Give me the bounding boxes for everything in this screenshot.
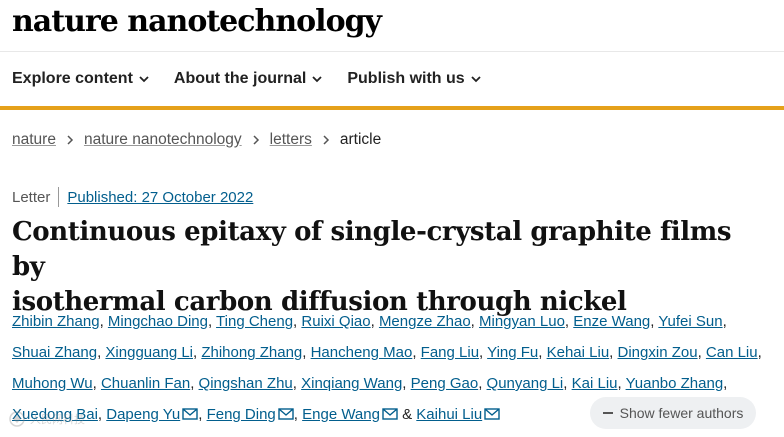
chevron-right-icon — [323, 135, 329, 145]
author-separator: , — [292, 375, 302, 392]
nav-label: Publish with us — [347, 70, 465, 87]
author-separator: , — [99, 313, 108, 330]
nav-publish-with-us[interactable]: Publish with us — [347, 70, 481, 88]
author-separator: , — [207, 313, 217, 330]
author-link[interactable]: Qingshan Zhu — [198, 375, 293, 392]
watermark-text: 人民网科技 — [30, 414, 85, 426]
author-separator: , — [97, 406, 107, 423]
author-link[interactable]: Qunyang Li — [486, 375, 564, 392]
title-line: Continuous epitaxy of single-crystal gra… — [12, 217, 732, 282]
author-separator: , — [757, 344, 762, 361]
minus-icon — [602, 412, 613, 414]
author-separator: , — [478, 375, 487, 392]
author-link[interactable]: Chuanlin Fan — [100, 375, 191, 392]
author-separator: , — [470, 313, 480, 330]
breadcrumb: nature nature nanotechnology letters art… — [12, 131, 381, 149]
article-title: Continuous epitaxy of single-crystal gra… — [12, 215, 772, 320]
author-separator: , — [370, 313, 379, 330]
author-separator: , — [302, 344, 311, 361]
masthead: nature nanotechnology — [12, 2, 382, 42]
author-list: Zhibin Zhang, Mingchao Ding, Ting Cheng,… — [12, 306, 782, 430]
author-separator: , — [92, 375, 101, 392]
journal-logo[interactable]: nature nanotechnology — [12, 4, 382, 39]
chevron-down-icon — [471, 76, 481, 83]
author-separator: , — [564, 313, 574, 330]
author-link[interactable]: Mengze Zhao — [378, 313, 471, 330]
author-separator: & — [397, 406, 417, 423]
watermark-logo-icon — [9, 411, 25, 427]
author-separator: , — [479, 344, 488, 361]
author-separator: , — [293, 406, 303, 423]
author-separator: , — [723, 375, 728, 392]
author-separator: , — [97, 344, 106, 361]
author-link[interactable]: Kaihui Liu — [416, 406, 483, 423]
nav-explore-content[interactable]: Explore content — [12, 70, 149, 88]
author-link[interactable]: Hancheng Mao — [310, 344, 413, 361]
breadcrumb-nature[interactable]: nature — [12, 131, 56, 148]
author-link[interactable]: Xinqiang Wang — [301, 375, 403, 392]
author-link[interactable]: Ruixi Qiao — [301, 313, 371, 330]
author-separator: , — [412, 344, 421, 361]
mail-icon[interactable] — [278, 408, 294, 420]
meta-divider — [58, 187, 60, 207]
author-link[interactable]: Yuanbo Zhang — [625, 375, 724, 392]
mail-icon[interactable] — [382, 408, 398, 420]
header-divider — [0, 51, 784, 52]
author-separator: , — [293, 313, 302, 330]
author-link[interactable]: Kai Liu — [571, 375, 618, 392]
author-link[interactable]: Muhong Wu — [12, 375, 93, 392]
chevron-right-icon — [67, 135, 74, 145]
chevron-down-icon — [139, 76, 149, 83]
author-link[interactable]: Enge Wang — [302, 406, 380, 423]
accent-bar — [0, 106, 784, 110]
author-link[interactable]: Peng Gao — [410, 375, 479, 392]
mail-icon[interactable] — [484, 408, 500, 420]
nav-label: Explore content — [12, 70, 133, 87]
chevron-right-icon — [253, 135, 259, 145]
title-line: isothermal carbon diffusion through nick… — [12, 287, 627, 317]
author-link[interactable]: Ting Cheng — [216, 313, 294, 330]
chevron-down-icon — [312, 76, 322, 83]
author-link[interactable]: Dingxin Zou — [617, 344, 698, 361]
nav-label: About the journal — [173, 70, 307, 87]
author-separator: , — [697, 344, 706, 361]
breadcrumb-letters[interactable]: letters — [269, 131, 312, 148]
author-separator: , — [538, 344, 547, 361]
author-separator: , — [650, 313, 659, 330]
show-fewer-authors-button[interactable]: Show fewer authors — [590, 397, 756, 429]
toggle-label: Show fewer authors — [619, 405, 744, 421]
author-link[interactable]: Kehai Liu — [546, 344, 610, 361]
author-link[interactable]: Mingyan Luo — [479, 313, 565, 330]
author-link[interactable]: Dapeng Yu — [106, 406, 181, 423]
author-separator: , — [563, 375, 572, 392]
author-link[interactable]: Ying Fu — [487, 344, 539, 361]
author-separator: , — [617, 375, 626, 392]
author-link[interactable]: Feng Ding — [206, 406, 276, 423]
article-type: Letter — [12, 188, 51, 206]
author-separator: , — [193, 344, 202, 361]
author-link[interactable]: Xuedong Bai — [12, 406, 98, 423]
author-link[interactable]: Shuai Zhang — [12, 344, 98, 361]
author-link[interactable]: Mingchao Ding — [107, 313, 208, 330]
breadcrumb-current: article — [339, 131, 382, 148]
author-link[interactable]: Xingguang Li — [105, 344, 193, 361]
author-link[interactable]: Fang Liu — [420, 344, 480, 361]
author-link[interactable]: Can Liu — [705, 344, 758, 361]
author-link[interactable]: Zhihong Zhang — [201, 344, 303, 361]
nav-about-the-journal[interactable]: About the journal — [174, 70, 322, 88]
author-separator: , — [609, 344, 618, 361]
author-link[interactable]: Yufei Sun — [658, 313, 723, 330]
mail-icon[interactable] — [182, 408, 198, 420]
author-separator: , — [402, 375, 411, 392]
author-separator: , — [722, 313, 727, 330]
watermark: 人民网科技 — [8, 410, 85, 428]
author-separator: , — [190, 375, 199, 392]
author-separator: , — [198, 406, 207, 423]
breadcrumb-journal[interactable]: nature nanotechnology — [83, 131, 242, 148]
author-link[interactable]: Enze Wang — [573, 313, 651, 330]
main-nav: Explore content About the journal Publis… — [12, 64, 506, 94]
author-link[interactable]: Zhibin Zhang — [12, 313, 100, 330]
article-meta: Letter Published: 27 October 2022 — [12, 187, 253, 207]
published-date[interactable]: Published: 27 October 2022 — [67, 188, 254, 206]
